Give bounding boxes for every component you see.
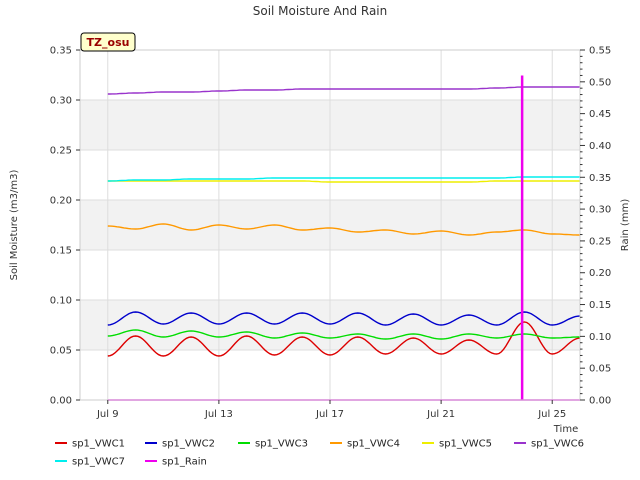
series-line-sp1-vwc3 xyxy=(107,329,580,340)
y2-tick-label: 0.45 xyxy=(589,109,611,120)
y2-tick-label: 0.35 xyxy=(589,173,611,184)
legend-label: sp1_VWC3 xyxy=(255,439,308,450)
site-badge: TZ_osu xyxy=(80,32,136,52)
site-badge-box xyxy=(80,32,136,52)
y-tick-label: 0.10 xyxy=(50,296,72,307)
legend-item-sp1-rain: sp1_Rain xyxy=(145,457,207,468)
y-tick-label: 0.30 xyxy=(50,96,72,107)
site-badge-label: TZ_osu xyxy=(87,36,130,49)
y2-tick-label: 0.55 xyxy=(589,46,611,57)
y2-tick-label: 0.00 xyxy=(589,396,611,407)
legend-label: sp1_VWC5 xyxy=(439,439,492,450)
legend-label: sp1_VWC6 xyxy=(531,439,584,450)
y-axis-label: Soil Moisture (m3/m3) xyxy=(9,170,20,281)
x-tick-label: Jul 21 xyxy=(426,409,455,420)
y2-tick-label: 0.40 xyxy=(589,141,611,152)
y-tick-label: 0.00 xyxy=(50,396,72,407)
legend-label: sp1_VWC1 xyxy=(72,439,125,450)
x-tick-label: Jul 13 xyxy=(204,409,233,420)
legend-label: sp1_VWC4 xyxy=(347,439,400,450)
legend-item-sp1-vwc5: sp1_VWC5 xyxy=(422,439,492,450)
x-tick-label: Jul 25 xyxy=(537,409,566,420)
series-line-sp1-vwc7 xyxy=(107,176,580,182)
x-axis-label: Time xyxy=(553,424,578,435)
y-axis-right: 0.00 0.05 0.10 0.15 0.20 0.25 0.30 0.35 0.40 0.45… xyxy=(580,46,611,407)
y-tick-label: 0.20 xyxy=(50,196,72,207)
legend: sp1_VWC1 sp1_VWC2 sp1_VWC3 sp1_VWC4 sp1_VWC5… xyxy=(55,439,584,468)
legend-label: sp1_Rain xyxy=(162,457,207,468)
series-line-sp1-vwc4 xyxy=(107,223,580,236)
legend-item-sp1-vwc4: sp1_VWC4 xyxy=(330,439,400,450)
series-line-sp1-vwc1 xyxy=(107,321,581,357)
x-tick-label: Jul 17 xyxy=(315,409,344,420)
y-axis-left: 0.00 0.05 0.10 0.15 0.20 0.25 0.30 0.35 xyxy=(50,46,80,407)
legend-item-sp1-vwc3: sp1_VWC3 xyxy=(238,439,308,450)
y2-tick-label: 0.05 xyxy=(589,364,611,375)
legend-item-sp1-vwc1: sp1_VWC1 xyxy=(55,439,125,450)
y-tick-label: 0.05 xyxy=(50,346,72,357)
y2-axis-label: Rain (mm) xyxy=(620,199,631,252)
legend-label: sp1_VWC7 xyxy=(72,457,125,468)
legend-item-sp1-vwc6: sp1_VWC6 xyxy=(514,439,584,450)
series-line-sp1-vwc6 xyxy=(107,86,580,95)
y2-tick-label: 0.20 xyxy=(589,268,611,279)
y2-tick-label: 0.25 xyxy=(589,236,611,247)
x-tick-label: Jul 9 xyxy=(96,409,119,420)
y2-tick-label: 0.50 xyxy=(589,77,611,88)
x-axis: Jul 9 Jul 13 Jul 17 Jul 21 Jul 25 xyxy=(96,400,566,420)
legend-item-sp1-vwc7: sp1_VWC7 xyxy=(55,457,125,468)
y2-tick-label: 0.15 xyxy=(589,300,611,311)
y-tick-label: 0.15 xyxy=(50,246,72,257)
y2-tick-label: 0.10 xyxy=(589,332,611,343)
series-line-sp1-vwc5 xyxy=(107,180,580,183)
y2-tick-label: 0.30 xyxy=(589,205,611,216)
y-tick-label: 0.25 xyxy=(50,146,72,157)
chart-title: Soil Moisture And Rain xyxy=(253,4,388,18)
series-line-sp1-vwc2 xyxy=(107,311,581,326)
y-tick-label: 0.35 xyxy=(50,46,72,57)
legend-label: sp1_VWC2 xyxy=(162,439,215,450)
legend-item-sp1-vwc2: sp1_VWC2 xyxy=(145,439,215,450)
